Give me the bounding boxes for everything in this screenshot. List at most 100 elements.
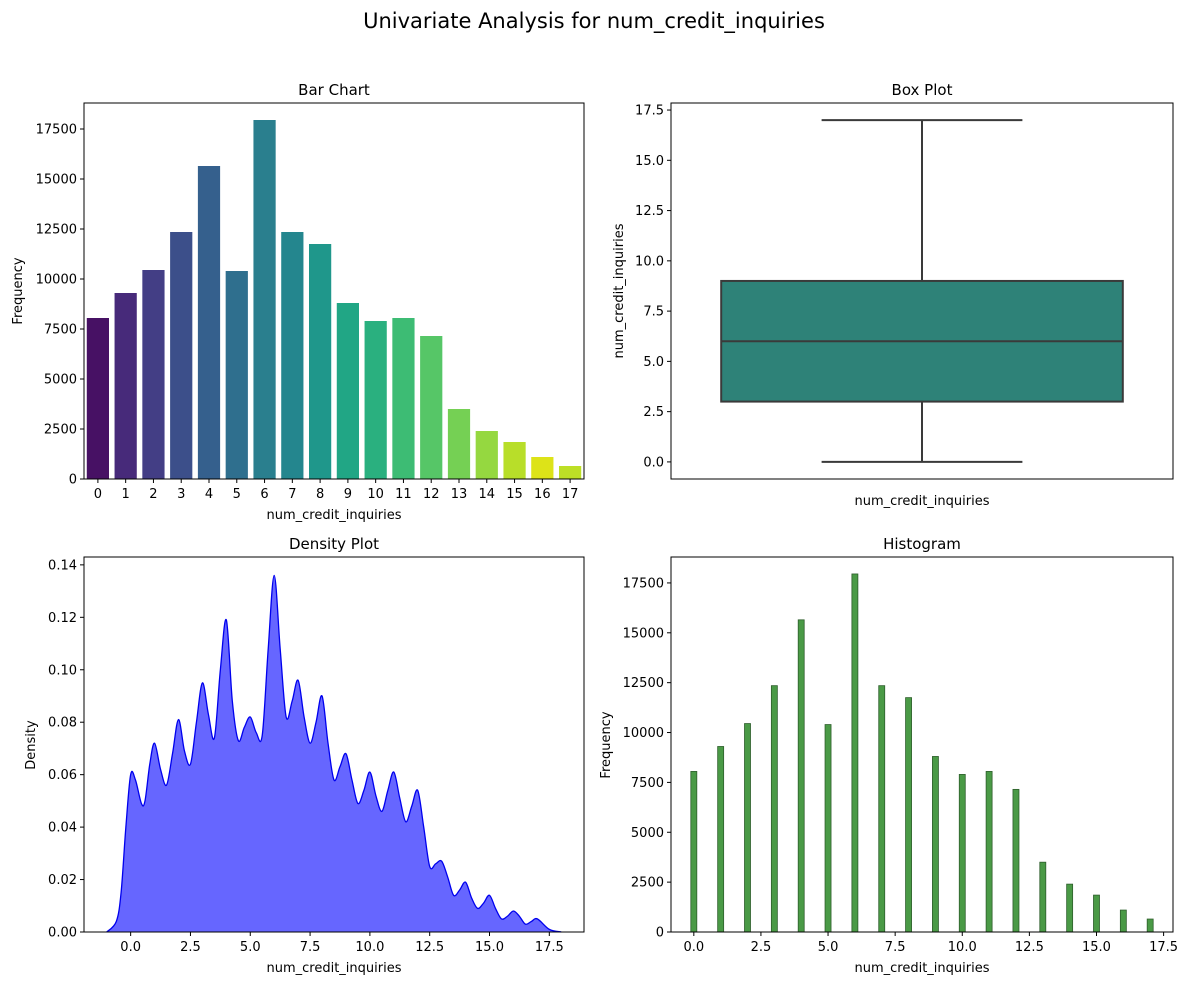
bar-8 [309,244,332,479]
y-tick-label: 12500 [623,676,664,691]
y-tick-label: 7500 [44,323,77,338]
histogram-bar-5 [824,724,832,933]
histogram-title: Histogram [883,535,961,553]
x-tick-label: 2 [149,487,157,502]
box-plot-ylabel: num_credit_inquiries [612,223,627,358]
bar-13 [447,409,471,479]
x-tick-label: 12.5 [415,940,444,955]
x-tick-label: 0 [94,487,102,502]
x-tick-label: 7 [288,487,296,502]
histogram-bar-10 [958,774,966,933]
x-tick-label: 0.0 [683,940,704,955]
y-tick-label: 12.5 [635,204,664,219]
histogram-bar-13 [1039,861,1047,933]
y-tick-label: 0.10 [48,663,77,678]
bar-10 [364,321,387,479]
y-tick-label: 17500 [36,123,77,138]
density-plot-title: Density Plot [289,535,379,553]
y-tick-label: 7.5 [643,305,664,320]
y-tick-label: 10.0 [635,254,664,269]
y-tick-label: 5000 [44,373,77,388]
x-tick-label: 2.5 [751,940,772,955]
y-tick-label: 0.12 [48,611,77,626]
y-tick-label: 0.08 [48,716,77,731]
bar-chart-bars [86,120,582,479]
y-tick-label: 15000 [623,626,664,641]
histogram-bar-12 [1012,788,1020,933]
density-fill [106,575,562,932]
bar-17 [559,466,582,479]
histogram-bar-9 [932,756,939,933]
x-tick-label: 1 [122,487,130,502]
x-tick-label: 13 [451,487,468,502]
y-tick-label: 2500 [631,876,664,891]
x-tick-label: 12.5 [1015,940,1044,955]
x-tick-label: 12 [423,487,440,502]
bar-2 [142,270,165,479]
histogram-ylabel: Frequency [599,711,614,778]
bar-16 [531,457,554,479]
y-tick-label: 7500 [631,776,664,791]
x-tick-label: 15.0 [475,940,504,955]
x-tick-label: 4 [205,487,213,502]
histogram-bar-15 [1093,894,1100,933]
bar-chart-xlabel: num_credit_inquiries [267,508,402,523]
box-plot-title: Box Plot [892,81,953,99]
y-tick-label: 0 [69,473,77,488]
histogram-bar-11 [985,771,993,933]
y-tick-label: 0.06 [48,768,77,783]
x-tick-label: 5 [233,487,241,502]
x-tick-label: 2.5 [180,940,201,955]
bar-chart-panel: Bar Chart 0 1 2 3 4 5 6 7 8 9 10 11 12 13 14 15 16 17 025… [11,81,585,523]
histogram-xlabel: num_credit_inquiries [855,961,990,976]
y-tick-label: 0.0 [643,455,664,470]
bar-0 [86,318,109,479]
bar-chart-y-ticks: 0 2500 5000 7500 10000 12500 15000 17500 [36,123,84,488]
y-tick-label: 10000 [623,726,664,741]
bar-chart-x-ticks: 0 1 2 3 4 5 6 7 8 9 10 11 12 13 14 15 16 17 [94,479,578,502]
x-tick-label: 5.0 [240,940,261,955]
x-tick-label: 10 [367,487,384,502]
box-plot-frame [670,102,1174,480]
histogram-bar-16 [1119,909,1127,933]
x-tick-label: 3 [177,487,185,502]
histogram-bar-1 [717,746,725,933]
bar-3 [170,232,193,479]
density-plot-ylabel: Density [24,720,39,770]
bar-7 [281,232,304,479]
histogram-y-ticks: 0 2500 5000 7500 10000 12500 15000 17500 [623,576,671,941]
bar-9 [336,303,359,479]
histogram-bar-0 [690,771,698,933]
x-tick-label: 7.5 [300,940,321,955]
x-tick-label: 10.0 [355,940,384,955]
bar-14 [475,431,498,479]
bar-chart-frame [83,102,585,480]
y-tick-label: 5.0 [643,355,664,370]
y-tick-label: 2500 [44,423,77,438]
histogram-bar-8 [905,697,912,933]
x-tick-label: 14 [479,487,496,502]
x-tick-label: 15.0 [1082,940,1111,955]
histogram-panel: Histogram 0.0 2.5 5.0 7.5 10.0 12.5 15.0 17.5 0… [599,535,1178,976]
x-tick-label: 6 [260,487,268,502]
histogram-bar-14 [1066,883,1074,933]
histogram-bar-2 [744,723,751,933]
y-tick-label: 17.5 [635,104,664,119]
y-tick-label: 0.04 [48,821,77,836]
histogram-frame [670,556,1174,933]
y-tick-label: 17500 [623,576,664,591]
histogram-bar-3 [770,685,778,933]
box-plot-xlabel: num_credit_inquiries [855,494,990,509]
x-tick-label: 11 [395,487,412,502]
x-tick-label: 8 [316,487,324,502]
y-tick-label: 5000 [631,826,664,841]
box-plot-panel: Box Plot 0.0 2.5 5.0 7.5 10.0 12.5 15.0 17.5 nu… [612,81,1174,509]
density-plot-frame [83,556,585,933]
density-plot-x-ticks: 0.0 2.5 5.0 7.5 10.0 12.5 15.0 17.5 [120,932,564,955]
y-tick-label: 0.00 [48,926,77,941]
bar-11 [392,318,415,479]
density-plot-y-ticks: 0.00 0.02 0.04 0.06 0.08 0.10 0.12 0.14 [48,558,84,941]
histogram-bar-4 [797,619,805,933]
histogram-bar-7 [878,685,886,933]
